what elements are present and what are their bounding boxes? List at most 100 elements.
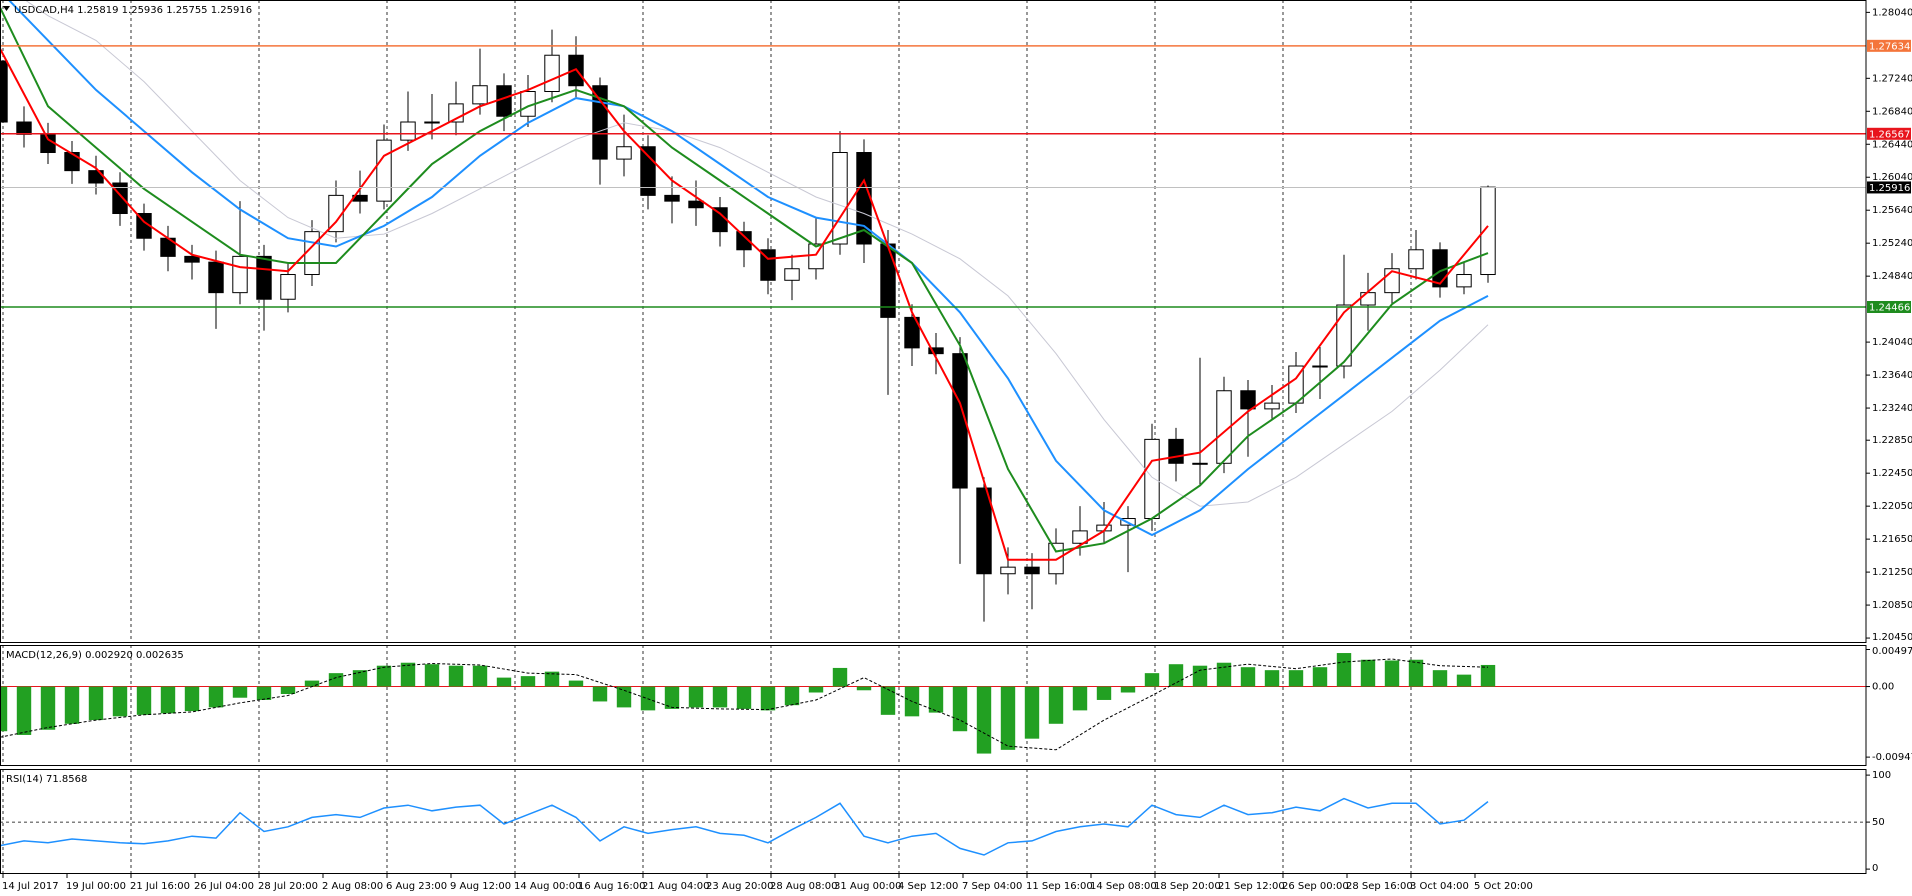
macd-bar xyxy=(1072,686,1088,711)
macd-bar xyxy=(232,686,248,698)
macd-bar xyxy=(1264,670,1280,687)
y-tick-label: 1.22450 xyxy=(1872,468,1912,479)
candle-body xyxy=(664,194,680,202)
candle-body xyxy=(1312,365,1328,368)
macd-bar xyxy=(1480,664,1496,687)
candle-body xyxy=(1456,274,1472,288)
macd-bar xyxy=(304,680,320,687)
x-tick-label: 21 Sep 12:00 xyxy=(1218,881,1285,892)
level-label-box xyxy=(1867,127,1911,140)
x-tick-label: 5 Oct 20:00 xyxy=(1474,881,1533,892)
macd-bar xyxy=(520,676,536,687)
macd-bar xyxy=(808,686,824,693)
candle-body xyxy=(496,85,512,117)
panel-frame xyxy=(0,645,1867,766)
x-tick-label: 28 Sep 16:00 xyxy=(1346,881,1413,892)
y-tick-label: 1.27240 xyxy=(1872,73,1912,84)
candle-body xyxy=(760,249,776,281)
x-tick-label: 14 Sep 08:00 xyxy=(1090,881,1157,892)
candle-body xyxy=(1000,566,1016,575)
y-tick-label: 1.22050 xyxy=(1872,501,1912,512)
x-tick-label: 26 Jul 04:00 xyxy=(194,881,254,892)
macd-bar xyxy=(1240,667,1256,687)
macd-bar xyxy=(736,686,752,709)
candle-body xyxy=(16,121,32,135)
macd-bar xyxy=(928,686,944,713)
macd-bar xyxy=(1192,665,1208,687)
candle-body xyxy=(784,268,800,281)
panel-title: RSI(14) 71.8568 xyxy=(6,774,87,785)
macd-bar xyxy=(208,686,224,708)
y-tick-label: 50 xyxy=(1872,817,1885,828)
macd-bar xyxy=(184,686,200,712)
macd-bar xyxy=(160,686,176,714)
x-tick-label: 19 Jul 00:00 xyxy=(66,881,126,892)
macd-bar xyxy=(448,665,464,687)
y-tick-label: 1.25640 xyxy=(1872,205,1912,216)
macd-bar xyxy=(1000,686,1016,750)
menu-triangle[interactable] xyxy=(3,6,10,11)
x-tick-label: 3 Oct 04:00 xyxy=(1410,881,1469,892)
y-tick-label: 1.23240 xyxy=(1872,403,1912,414)
macd-bar xyxy=(400,662,416,687)
x-tick-label: 16 Aug 16:00 xyxy=(578,881,645,892)
panel-frame xyxy=(0,0,1867,643)
macd-bar xyxy=(1336,653,1352,687)
macd-bar xyxy=(376,665,392,687)
candle-body xyxy=(1264,402,1280,410)
macd-bar xyxy=(16,686,32,735)
candle-body xyxy=(184,255,200,263)
candle-body xyxy=(976,487,992,575)
y-tick-label: 1.28040 xyxy=(1872,7,1912,18)
y-tick-label: 0 xyxy=(1872,863,1878,874)
candle-body xyxy=(376,139,392,202)
candle-body xyxy=(1192,462,1208,465)
macd-bar xyxy=(856,686,872,691)
macd-bar xyxy=(1360,659,1376,687)
x-tick-label: 21 Jul 16:00 xyxy=(130,881,190,892)
y-tick-label: -0.009477 xyxy=(1872,752,1912,763)
macd-bar xyxy=(688,686,704,708)
x-tick-label: 26 Sep 00:00 xyxy=(1282,881,1349,892)
candle-body xyxy=(400,121,416,141)
candle-body xyxy=(832,152,848,245)
macd-bar xyxy=(1432,670,1448,687)
candle-body xyxy=(64,152,80,172)
macd-bar xyxy=(1312,667,1328,687)
y-tick-label: 1.23640 xyxy=(1872,370,1912,381)
candle-body xyxy=(616,146,632,160)
y-tick-label: 1.24040 xyxy=(1872,337,1912,348)
level-label-box xyxy=(1867,181,1911,194)
macd-bar xyxy=(1384,660,1400,687)
level-label: 1.24466 xyxy=(1869,302,1910,313)
macd-bar xyxy=(712,686,728,708)
macd-bar xyxy=(1408,659,1424,687)
macd-bar xyxy=(880,686,896,715)
candle-body xyxy=(1144,438,1160,520)
panel-plot xyxy=(0,797,1866,856)
y-tick-label: 1.20850 xyxy=(1872,600,1912,611)
candle-body xyxy=(928,347,944,355)
macd-bar xyxy=(544,671,560,687)
level-label-box xyxy=(1867,39,1911,52)
macd-bar xyxy=(280,686,296,694)
macd-bar xyxy=(64,686,80,724)
macd-bar xyxy=(112,686,128,717)
y-tick-label: 0.00 xyxy=(1872,682,1894,693)
macd-bar xyxy=(760,686,776,711)
candle-body xyxy=(1408,249,1424,270)
x-tick-label: 11 Sep 16:00 xyxy=(1026,881,1093,892)
level-label: 1.25916 xyxy=(1869,183,1910,194)
candle-body xyxy=(1024,566,1040,575)
candle-body xyxy=(688,200,704,209)
macd-bar xyxy=(1456,674,1472,687)
candle-body xyxy=(1360,292,1376,306)
x-tick-label: 4 Sep 12:00 xyxy=(898,881,958,892)
macd-bar xyxy=(616,686,632,708)
y-tick-label: 1.24840 xyxy=(1872,271,1912,282)
candle-body xyxy=(544,54,560,93)
macd-bar xyxy=(40,686,56,730)
candle-body xyxy=(256,255,272,300)
candle-body xyxy=(904,316,920,349)
